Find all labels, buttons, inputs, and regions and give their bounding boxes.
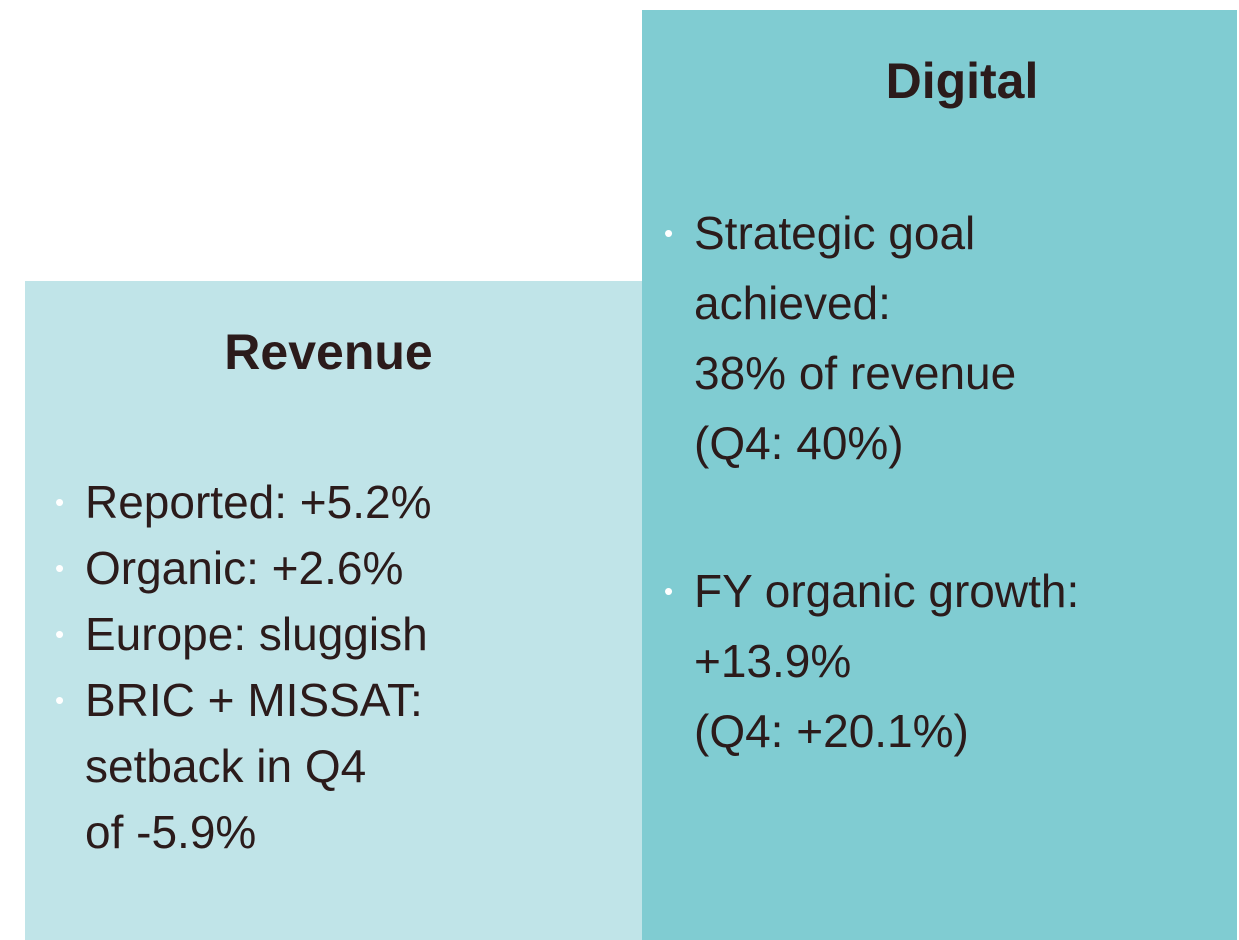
bullet-text: of -5.9% — [85, 806, 257, 858]
bullet-text: (Q4: 40%) — [694, 417, 904, 469]
bullet-item: • Europe: sluggish — [55, 601, 432, 667]
bullet-text: Strategic goal — [694, 207, 976, 259]
bullet-dot: • — [55, 619, 65, 649]
bullet-item: • Organic: +2.6% — [55, 535, 432, 601]
bullet-text: FY organic growth: — [694, 565, 1080, 617]
bullet-item: • FY organic growth: +13.9% (Q4: +20.1%) — [664, 556, 1079, 766]
bullet-dot: • — [55, 487, 65, 517]
bullet-dot: • — [664, 218, 674, 248]
bullet-dot: • — [55, 553, 65, 583]
bullet-text: +13.9% — [694, 635, 852, 687]
bullet-list: • Strategic goal achieved: 38% of revenue (Q… — [664, 198, 1079, 766]
bullet-text: 38% of revenue — [694, 347, 1017, 399]
panel-title: Digital — [885, 53, 1039, 109]
bullet-dot: • — [55, 685, 65, 715]
revenue-panel: Revenue • Reported: +5.2% • Organic: +2.6% •… — [25, 281, 642, 940]
digital-panel: Digital • Strategic goal achieved: 38% of r… — [642, 10, 1237, 940]
bullet-text: Organic: +2.6% — [85, 542, 404, 594]
bullet-text: setback in Q4 — [85, 740, 367, 792]
bullet-text: Reported: +5.2% — [85, 476, 432, 528]
panel-title: Revenue — [224, 324, 433, 380]
bullet-item: • Strategic goal achieved: 38% of revenue (Q… — [664, 198, 1079, 478]
bullet-text: Europe: sluggish — [85, 608, 428, 660]
bullet-text: achieved: — [694, 277, 891, 329]
bullet-item: • Reported: +5.2% — [55, 469, 432, 535]
bullet-item: • BRIC + MISSAT: setback in Q4 of -5.9% — [55, 667, 432, 865]
bullet-text: (Q4: +20.1%) — [694, 705, 969, 757]
bullet-text: BRIC + MISSAT: — [85, 674, 423, 726]
bullet-dot: • — [664, 576, 674, 606]
bullet-list: • Reported: +5.2% • Organic: +2.6% • Europe: … — [55, 469, 432, 865]
